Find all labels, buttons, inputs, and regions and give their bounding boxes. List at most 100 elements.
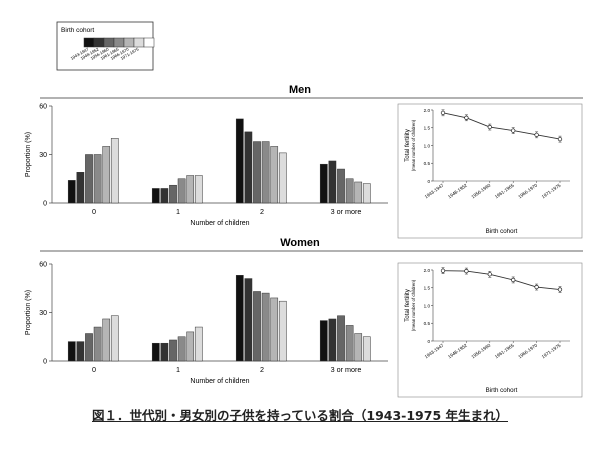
- legend-swatch: [93, 37, 105, 48]
- bar: [244, 131, 253, 204]
- bar: [319, 163, 328, 204]
- bar: [102, 146, 111, 204]
- series-line: [442, 270, 561, 290]
- bar: [244, 278, 253, 362]
- bar: [278, 152, 287, 204]
- data-point: [440, 110, 446, 115]
- x-axis-label: Birth cohort: [486, 387, 518, 394]
- bar: [67, 341, 76, 362]
- y-tick-label: 0: [427, 339, 430, 344]
- bar: [328, 160, 337, 204]
- bar: [177, 178, 186, 204]
- legend-swatch: [123, 37, 135, 48]
- bar: [345, 178, 354, 204]
- bar: [235, 275, 244, 362]
- bar: [151, 342, 160, 362]
- bar: [345, 325, 354, 362]
- data-point: [464, 115, 469, 120]
- y-axis-label: Total fertility: [404, 288, 411, 322]
- inset-frame: [397, 262, 583, 398]
- y-tick-label: 0.5: [424, 321, 431, 326]
- bar: [93, 326, 102, 362]
- women-bar-chart: 0 30 60 Proportion (%) 0 1 2 3 or more Number of…: [25, 262, 388, 385]
- y-tick-label: 0: [43, 359, 47, 366]
- x-tick-label: 3 or more: [331, 365, 362, 374]
- y-tick-label: 2.0: [424, 268, 431, 273]
- data-point: [534, 284, 539, 290]
- y-tick-label: 60: [39, 262, 47, 269]
- y-tick-label: 60: [39, 104, 47, 111]
- data-point: [511, 277, 516, 283]
- y-axis-sublabel: (mean number of children): [411, 279, 416, 331]
- data-point: [557, 136, 563, 142]
- x-axis-label: Number of children: [190, 378, 249, 385]
- data-point: [464, 268, 469, 274]
- bar: [67, 180, 76, 204]
- bar: [85, 333, 93, 362]
- legend-swatch: [133, 37, 145, 48]
- men-line-chart: 0 0.5 1.0 1.5 2.0 Total fertility (mean number…: [397, 103, 583, 239]
- y-tick-label: 0: [43, 201, 47, 208]
- legend-swatch: [83, 37, 95, 48]
- bar: [362, 183, 371, 204]
- y-axis-label: Total fertility: [404, 128, 411, 162]
- bar: [151, 188, 160, 204]
- x-axis-label: Birth cohort: [486, 228, 518, 235]
- y-tick-label: 0: [427, 179, 430, 184]
- bar: [194, 175, 203, 204]
- bar: [76, 172, 85, 204]
- x-tick-label: 0: [92, 365, 96, 374]
- legend-labels: 1943-19471948-19521956-19601961-19651966…: [70, 46, 140, 61]
- bar: [76, 341, 85, 362]
- bar: [194, 326, 203, 362]
- y-tick-label: 0.5: [424, 161, 431, 166]
- y-tick-label: 30: [39, 152, 47, 159]
- data-point: [511, 128, 516, 133]
- bar: [102, 318, 111, 362]
- bar: [110, 138, 119, 204]
- men-bar-chart: 0 30 60 Proportion (%) 0 1 2 3 or more Number of…: [25, 104, 388, 227]
- bar: [337, 315, 345, 362]
- y-tick-label: 1.0: [424, 143, 431, 148]
- legend-swatch: [103, 37, 115, 48]
- women-line-chart: 0 0.5 1.0 1.5 2.0 Total fertility (mean number…: [397, 262, 583, 398]
- bar: [253, 291, 261, 362]
- y-axis-label: Proportion (%): [25, 132, 32, 177]
- legend: Birth cohort 1943-19471948-19521956-1960…: [56, 21, 155, 71]
- bar: [354, 333, 363, 362]
- x-tick-label: 1: [176, 207, 180, 216]
- x-tick-label: 2: [260, 207, 264, 216]
- bar: [362, 336, 371, 362]
- bar: [160, 342, 169, 362]
- bar: [354, 181, 363, 204]
- y-tick-label: 1.5: [424, 126, 431, 131]
- women-section-title: Women: [280, 237, 320, 249]
- bar: [253, 141, 261, 204]
- legend-swatch: [143, 37, 155, 48]
- figure-caption: 図１．世代別・男女別の子供を持っている割合（1943-1975 年生まれ）: [0, 405, 600, 424]
- bar: [337, 168, 345, 204]
- bar: [177, 336, 186, 362]
- bar: [85, 154, 93, 204]
- x-tick-label: 0: [92, 207, 96, 216]
- y-tick-label: 2.0: [424, 108, 431, 113]
- bar: [328, 318, 337, 362]
- bar: [186, 175, 195, 204]
- bar: [270, 297, 279, 362]
- bar: [319, 320, 328, 362]
- x-axis-label: Number of children: [190, 220, 249, 227]
- series-line: [442, 112, 561, 140]
- y-tick-label: 1.0: [424, 303, 431, 308]
- data-point: [487, 124, 492, 130]
- bar: [110, 315, 119, 362]
- y-tick-label: 30: [39, 310, 47, 317]
- bar: [160, 188, 169, 204]
- bar: [169, 339, 177, 362]
- men-section-title: Men: [289, 84, 311, 96]
- y-axis-label: Proportion (%): [25, 290, 32, 335]
- bar: [186, 331, 195, 362]
- bar: [278, 300, 287, 362]
- bar: [93, 154, 102, 204]
- legend-swatch: [113, 37, 125, 48]
- y-axis-sublabel: (mean number of children): [411, 119, 416, 171]
